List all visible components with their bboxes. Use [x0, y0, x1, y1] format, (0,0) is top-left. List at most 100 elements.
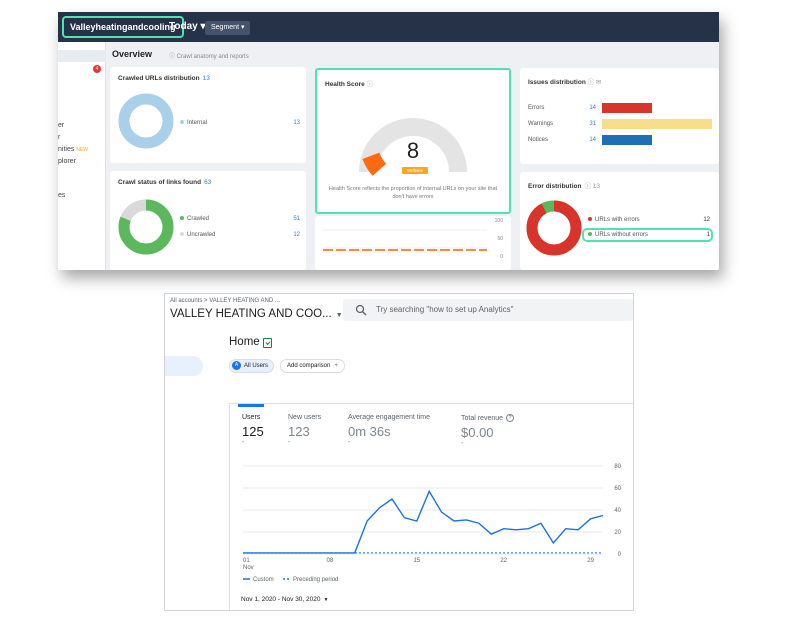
metric-label: Total revenue?	[461, 414, 515, 422]
overview-subtitle: ⓘ Crawl anatomy and reports	[169, 51, 249, 60]
segment-button[interactable]: Segment ▾	[205, 21, 251, 35]
sidebar-item[interactable]: es	[58, 192, 66, 199]
issues-bar-notices[interactable]	[602, 135, 652, 145]
card-title-text: Crawl status of links found	[118, 179, 202, 186]
error-distribution-card: Error distribution ⓘ 13 URLs with errors …	[520, 172, 719, 270]
metric-label: Users	[242, 414, 261, 421]
card-title-text: Health Score	[325, 81, 365, 88]
breadcrumb[interactable]: All accounts > VALLEY HEATING AND ...	[170, 298, 280, 304]
sidebar-item[interactable]: plorer	[58, 158, 76, 165]
series-line-custom	[243, 489, 604, 554]
health-score-value: 8	[406, 138, 420, 163]
check-icon	[263, 338, 272, 348]
tab-users[interactable]: Users 125 -	[242, 414, 264, 446]
metric-value: 125	[242, 424, 264, 439]
date-selector[interactable]: Today ▾	[169, 21, 206, 32]
property-selector[interactable]: VALLEY HEATING AND COO... ▼	[170, 308, 343, 320]
search-icon	[355, 304, 367, 316]
card-count[interactable]: 13	[202, 75, 210, 82]
issues-bar-warnings[interactable]	[602, 119, 712, 129]
crawl-status-card: Crawl status of links found 63 Crawled 51…	[110, 171, 306, 270]
issues-distribution-card: Issues distribution ⓘ ✉ Errors 14 Warnin…	[520, 68, 719, 164]
sidebar-item[interactable]: er	[58, 122, 65, 129]
sidebar-active-item[interactable]	[58, 50, 106, 62]
metric-label-text: Total revenue	[461, 414, 504, 422]
x-tick-label: 15	[413, 558, 420, 564]
property-name: VALLEY HEATING AND COO...	[170, 308, 332, 320]
metric-value: 123	[288, 424, 310, 439]
legend-label-custom: Custom	[253, 577, 274, 583]
legend-dot	[180, 120, 184, 125]
legend-with-errors: URLs with errors	[588, 217, 640, 223]
issues-value-notices[interactable]: 14	[589, 137, 596, 143]
legend-label-preceding: Preceding period	[293, 577, 338, 583]
notification-badge: 4	[93, 65, 101, 73]
caret-down-icon: ▼	[323, 597, 329, 603]
gauge-track	[359, 118, 467, 173]
health-gauge	[359, 118, 467, 176]
issues-bar-errors[interactable]	[602, 103, 652, 113]
issues-value-warnings[interactable]: 31	[589, 121, 596, 127]
search-input[interactable]: Try searching "how to set up Analytics"	[343, 299, 633, 321]
legend-value[interactable]: 12	[293, 232, 300, 238]
axis-tick: 100	[495, 218, 504, 224]
plus-icon: +	[334, 363, 338, 369]
gauge-fill	[362, 152, 387, 176]
legend-dot	[180, 216, 184, 221]
x-tick-label: 29	[587, 558, 594, 564]
card-count: ⓘ 13	[584, 183, 600, 190]
tab-engagement-time[interactable]: Average engagement time 0m 36s -	[348, 414, 430, 446]
legend-value[interactable]: 51	[293, 216, 300, 222]
legend-uncrawled: Uncrawled	[180, 232, 215, 238]
legend-internal: Internal	[180, 120, 207, 126]
y-tick-label: 20	[614, 530, 621, 536]
issues-label-notices: Notices	[528, 137, 549, 143]
legend-value[interactable]: 12	[703, 217, 710, 223]
add-comparison-button[interactable]: Add comparison +	[280, 359, 345, 373]
help-icon[interactable]: ?	[506, 414, 515, 422]
metric-change: -	[461, 440, 464, 447]
donut-segment-crawled	[118, 199, 174, 255]
y-tick-label: 40	[614, 508, 621, 514]
health-badge: Website	[402, 167, 429, 174]
nav-item-home[interactable]	[165, 356, 203, 376]
analytics-home: All accounts > VALLEY HEATING AND ... VA…	[164, 293, 634, 611]
project-name-button[interactable]: Valleyheatingandcooling	[62, 16, 184, 38]
health-trend-chart: 100 50 0	[323, 218, 504, 260]
issues-value-errors[interactable]: 14	[589, 105, 596, 111]
sidebar-item[interactable]: nities NEW	[58, 146, 88, 153]
metric-change: -	[288, 439, 291, 446]
x-tick-label: 01	[243, 558, 250, 564]
legend-dot	[588, 217, 592, 222]
y-tick-label: 60	[614, 486, 621, 492]
card-title: Crawled URLs distribution 13	[118, 75, 210, 82]
legend-label: URLs without errors	[595, 232, 649, 238]
date-range-selector[interactable]: Nov 1, 2020 - Nov 30, 2020 ▼	[241, 596, 328, 603]
tab-new-users[interactable]: New users 123 -	[288, 414, 321, 446]
legend-value[interactable]: 1	[706, 232, 710, 238]
card-title-text: Error distribution	[528, 183, 582, 190]
legend-value[interactable]: 13	[293, 120, 300, 126]
new-badge: NEW	[76, 147, 89, 153]
sidebar-item[interactable]: r	[58, 134, 61, 141]
card-title: Error distribution ⓘ 13	[528, 180, 600, 190]
metrics-card: Users 125 - New users 123 - Average enga…	[229, 403, 633, 610]
crawled-urls-donut	[118, 93, 174, 149]
overview-subtitle-text: Crawl anatomy and reports	[176, 54, 249, 60]
segment-chip-label: All Users	[244, 363, 269, 369]
search-placeholder: Try searching "how to set up Analytics"	[376, 305, 514, 314]
x-tick-label: 08	[327, 558, 334, 564]
card-title-text: Issues distribution	[528, 79, 586, 86]
axis-tick: 0	[500, 254, 503, 260]
legend-label: Crawled	[187, 216, 210, 222]
legend-label: Uncrawled	[187, 232, 216, 238]
segment-chip[interactable]: A All Users	[229, 359, 275, 373]
card-title-text: Crawled URLs distribution	[118, 75, 200, 82]
overview-title: Overview	[112, 49, 153, 59]
card-count[interactable]: 63	[204, 179, 212, 186]
health-trend-card: 100 50 0	[315, 216, 511, 270]
mail-icon[interactable]: ⓘ ✉	[587, 79, 602, 86]
tab-total-revenue[interactable]: Total revenue? $0.00 -	[461, 414, 515, 447]
add-comparison-label: Add comparison	[287, 363, 331, 369]
